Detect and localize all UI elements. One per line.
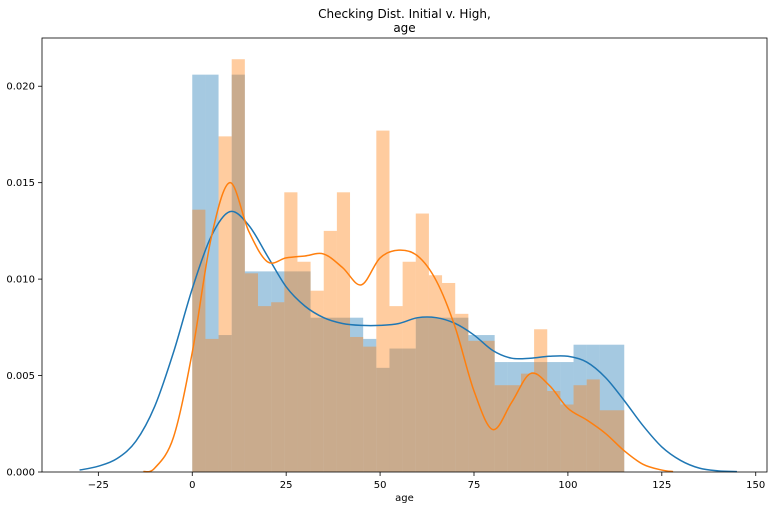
histogram-bar-blue-8: [297, 271, 311, 472]
histogram-bar-orange-17: [415, 213, 429, 473]
x-tick-label-2: 25: [280, 480, 293, 491]
histogram-bar-orange-29: [573, 385, 587, 472]
histogram-bar-blue-7: [284, 271, 298, 472]
histogram-bar-orange-9: [310, 290, 324, 472]
histogram-bar-blue-28: [560, 362, 574, 472]
histogram-bar-orange-22: [481, 340, 495, 472]
histogram-bar-blue-30: [586, 344, 600, 472]
histogram-bar-orange-11: [336, 192, 351, 473]
histogram-bar-orange-3: [231, 59, 245, 473]
y-tick-label-1: 0.005: [6, 371, 35, 382]
histogram-bar-orange-20: [455, 313, 469, 472]
histogram-bar-blue-6: [271, 271, 285, 472]
histogram-bar-orange-10: [323, 230, 337, 472]
x-tick-label-7: 150: [746, 480, 765, 491]
histogram-bar-orange-1: [205, 338, 219, 472]
histogram-bar-blue-4: [244, 271, 258, 472]
x-tick-label-4: 75: [468, 480, 481, 491]
histogram-bar-blue-14: [376, 367, 390, 472]
histogram-bar-orange-23: [494, 385, 508, 472]
histogram-bar-orange-14: [376, 130, 390, 472]
histogram-bar-orange-8: [297, 261, 311, 472]
histogram-bar-blue-5: [257, 271, 272, 472]
histogram-bar-blue-18: [428, 317, 443, 472]
histogram-bar-blue-17: [415, 317, 429, 472]
x-tick-label-6: 125: [652, 480, 671, 491]
y-tick-label-2: 0.010: [6, 275, 35, 286]
histogram-bar-orange-5: [257, 306, 272, 472]
histogram-bar-blue-11: [336, 317, 351, 472]
plot-frame: [41, 37, 768, 473]
y-tick-label-4: 0.020: [6, 82, 35, 93]
histogram-bar-orange-31: [599, 410, 625, 472]
histogram-bar-orange-7: [284, 192, 298, 473]
kde-line-orange: [143, 181, 674, 473]
histogram-bar-orange-24: [507, 385, 521, 472]
histogram-bar-blue-25: [520, 362, 535, 472]
y-tick-label-0: 0.000: [6, 468, 35, 479]
histogram-bar-blue-13: [363, 338, 377, 472]
histogram-bar-blue-20: [455, 317, 469, 472]
histogram-bar-blue-9: [310, 317, 324, 472]
histogram-bar-blue-19: [442, 317, 456, 472]
x-tick-label-3: 50: [374, 480, 387, 491]
histogram-bar-blue-10: [323, 317, 337, 472]
histogram-bar-orange-27: [547, 390, 561, 472]
y-axis-ticks: 0.000 0.005 0.010 0.015 0.020: [6, 82, 42, 479]
x-tick-label-1: 0: [189, 480, 195, 491]
histogram-bar-orange-6: [271, 302, 285, 472]
histogram-bar-blue-1: [205, 74, 219, 472]
histogram-bar-orange-0: [192, 209, 206, 472]
kde-line-blue: [79, 210, 737, 473]
histogram-bar-blue-29: [573, 344, 587, 472]
x-axis-ticks: −25 0 25 50 75 100 125 150: [88, 472, 765, 491]
histogram-bar-blue-2: [218, 335, 232, 472]
histogram-bar-blue-15: [389, 348, 403, 472]
x-tick-label-5: 100: [558, 480, 577, 491]
histogram-bar-orange-12: [350, 336, 364, 472]
histogram-bar-blue-24: [507, 362, 521, 472]
histogram-bar-orange-13: [363, 346, 377, 472]
histogram-bar-blue-12: [350, 317, 364, 472]
histogram-bar-orange-25: [520, 373, 535, 472]
histogram-bar-blue-31: [599, 344, 625, 472]
histogram-bar-orange-2: [218, 136, 232, 472]
histogram-bar-blue-23: [494, 362, 508, 472]
histogram-bar-blue-21: [468, 335, 482, 472]
histogram-bar-orange-15: [389, 306, 403, 472]
histogram-bar-blue-16: [402, 348, 416, 472]
histogram-bar-orange-21: [468, 340, 482, 472]
histogram-bar-blue-0: [192, 74, 206, 472]
histogram-bars: [192, 59, 625, 473]
histogram-bar-blue-3: [231, 74, 245, 472]
kde-curves: [79, 181, 737, 473]
histogram-bar-orange-18: [428, 275, 443, 472]
histogram-bar-orange-4: [244, 273, 258, 472]
histogram-bar-orange-30: [586, 379, 600, 472]
chart-title-line-1: Checking Dist. Initial v. High,: [318, 7, 491, 21]
histogram-bar-orange-19: [442, 282, 456, 472]
histogram-bar-blue-22: [481, 335, 495, 472]
histogram-bar-blue-27: [547, 362, 561, 472]
x-tick-label-0: −25: [88, 480, 109, 491]
y-tick-label-3: 0.015: [6, 178, 35, 189]
histogram-bar-blue-26: [534, 362, 548, 472]
histogram-bar-orange-28: [560, 404, 574, 472]
chart-title-line-2: age: [393, 21, 415, 35]
x-axis-label: age: [395, 493, 414, 504]
histogram-bar-orange-26: [534, 329, 548, 472]
histogram-bar-orange-16: [402, 261, 416, 472]
